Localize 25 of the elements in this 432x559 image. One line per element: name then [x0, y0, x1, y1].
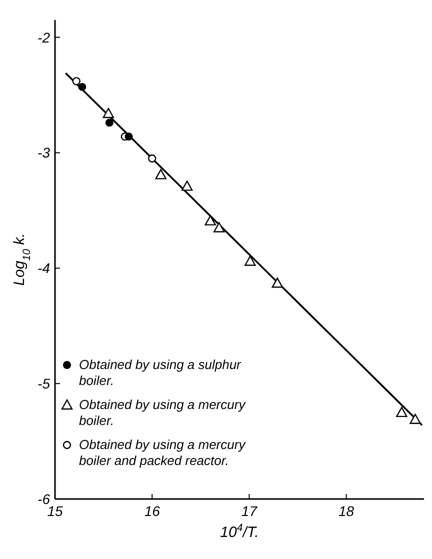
legend-label: Obtained by using a mercury boiler and packed reactor. — [79, 437, 247, 468]
point — [181, 180, 193, 191]
y-tick-label: -2 — [38, 29, 50, 46]
point — [72, 77, 80, 86]
point — [244, 256, 256, 266]
y-tick-label: -4 — [38, 260, 50, 276]
point — [204, 215, 216, 226]
legend-label: Obtained by using a mercury boiler. — [79, 397, 247, 428]
point — [410, 414, 421, 424]
point — [214, 222, 225, 232]
legend-label: Obtained by using a sulphur boiler. — [79, 357, 242, 388]
point — [155, 169, 166, 180]
x-axis-title: 10$^{4}$/T. — [220, 522, 259, 541]
y-tick-label: -3 — [38, 144, 50, 161]
x-tick-label: 17 — [241, 503, 258, 519]
x-tick-label: 16 — [144, 503, 160, 519]
point — [396, 406, 408, 418]
point — [148, 154, 156, 163]
y-tick-label: -5 — [38, 376, 50, 392]
point — [78, 82, 86, 91]
point — [102, 108, 114, 118]
x-tick-label: 18 — [338, 503, 354, 519]
point — [272, 278, 283, 288]
point — [124, 132, 133, 141]
point — [105, 118, 114, 127]
